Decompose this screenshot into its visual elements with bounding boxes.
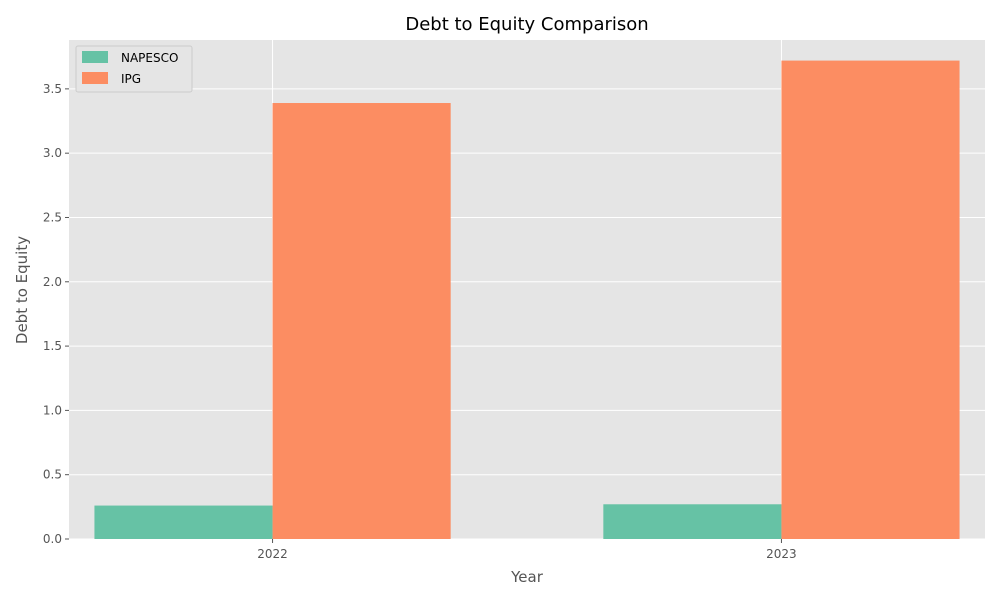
legend-label-ipg: IPG — [121, 72, 141, 86]
legend-label-napesco: NAPESCO — [121, 51, 178, 65]
x-tick-label: 2022 — [257, 547, 288, 561]
bar-ipg-2023 — [781, 60, 960, 539]
y-tick-label: 2.5 — [43, 210, 62, 224]
legend-swatch-napesco — [82, 51, 108, 63]
x-axis-ticks: 2022 2023 — [257, 539, 797, 561]
x-tick-label: 2023 — [766, 547, 797, 561]
y-tick-label: 0.0 — [43, 532, 62, 546]
y-tick-label: 3.5 — [43, 82, 62, 96]
y-tick-label: 0.5 — [43, 468, 62, 482]
bar-ipg-2022 — [272, 103, 451, 540]
y-tick-label: 1.0 — [43, 403, 62, 417]
bar-napesco-2023 — [603, 504, 782, 539]
x-axis-label: Year — [510, 568, 544, 586]
y-axis-label: Debt to Equity — [13, 236, 31, 344]
bar-napesco-2022 — [94, 505, 273, 539]
legend: NAPESCO IPG — [75, 45, 193, 93]
y-tick-label: 2.0 — [43, 275, 62, 289]
chart-title: Debt to Equity Comparison — [405, 14, 648, 35]
y-tick-label: 3.0 — [43, 146, 62, 160]
y-axis-ticks: 0.0 0.5 1.0 1.5 2.0 2.5 3.0 3.5 — [43, 82, 69, 546]
bars — [94, 60, 960, 540]
y-tick-label: 1.5 — [43, 339, 62, 353]
legend-swatch-ipg — [82, 72, 108, 84]
